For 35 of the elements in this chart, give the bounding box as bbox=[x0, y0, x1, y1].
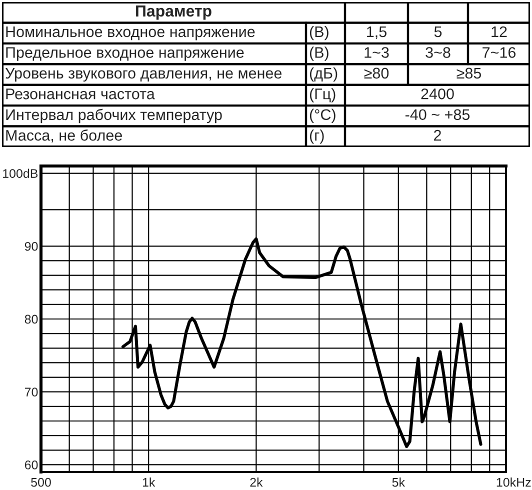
category-label: Уровень звукового давления, не менее bbox=[5, 68, 282, 82]
text: 7~16 bbox=[482, 47, 516, 58]
text: ≥85 bbox=[456, 68, 482, 79]
text: 1~3 bbox=[364, 47, 389, 58]
category-label: (В) bbox=[310, 46, 328, 61]
text: 12 bbox=[492, 26, 507, 38]
x-tick-label: 10k bbox=[496, 478, 516, 487]
y-tick-label: 80 bbox=[24, 314, 38, 324]
category-label: Предельное входное напряжение bbox=[6, 47, 244, 61]
x-axis-title: Hz bbox=[517, 478, 531, 487]
x-tick-label: 5k bbox=[392, 478, 406, 487]
category-label: Параметр bbox=[136, 6, 212, 20]
category-label: (г) bbox=[310, 130, 324, 144]
y-tick-label: 100dB bbox=[3, 168, 38, 178]
category-label: (В) bbox=[310, 26, 328, 40]
category-label: (Гц) bbox=[310, 88, 336, 102]
x-tick-label: 500 bbox=[31, 478, 51, 487]
category-label: Масса, не более bbox=[6, 129, 122, 143]
category-label: Номинальное входное напряжение bbox=[6, 26, 255, 40]
text: 2 bbox=[434, 130, 441, 141]
category-label: Интервал рабочих температур bbox=[6, 108, 222, 124]
x-tick-label: 1k bbox=[142, 478, 156, 487]
text: 1,5 bbox=[367, 26, 386, 39]
y-tick-label: 70 bbox=[24, 388, 38, 397]
text: -40 ~ +85 bbox=[405, 109, 470, 120]
text: 5 bbox=[434, 26, 442, 38]
y-tick-label: 90 bbox=[24, 242, 38, 251]
text: ≥80 bbox=[364, 68, 389, 79]
category-label: (дБ) bbox=[310, 67, 338, 82]
category-label: (°C) bbox=[310, 108, 336, 124]
text: 2400 bbox=[421, 88, 454, 100]
x-tick-label: 2k bbox=[250, 478, 263, 487]
y-tick-label: 60 bbox=[24, 460, 38, 470]
category-label: Резонансная частота bbox=[6, 88, 155, 100]
text: 3~8 bbox=[426, 47, 450, 58]
